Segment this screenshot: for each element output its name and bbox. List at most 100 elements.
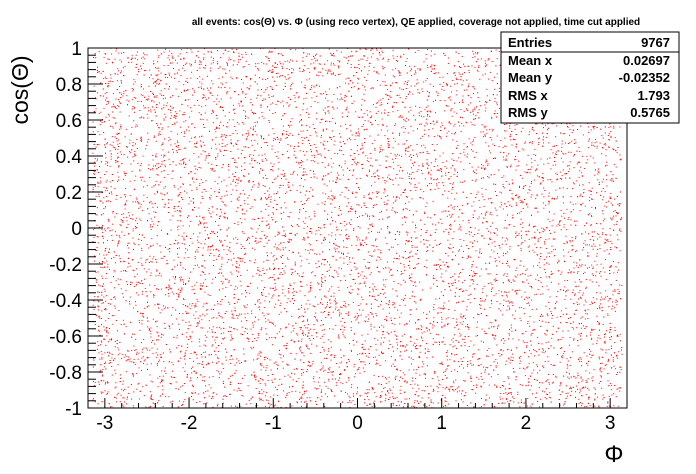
data-point — [194, 370, 196, 372]
data-point — [463, 290, 465, 292]
data-point — [183, 84, 185, 86]
data-point — [408, 111, 410, 113]
data-point — [259, 383, 261, 385]
data-point — [594, 399, 596, 401]
data-point — [146, 185, 148, 187]
data-point — [177, 248, 178, 249]
data-point — [366, 389, 368, 390]
data-point — [337, 229, 339, 231]
data-point — [512, 279, 514, 281]
data-point — [610, 192, 612, 194]
data-point — [470, 97, 472, 99]
data-point — [265, 98, 267, 100]
data-point — [244, 313, 246, 315]
data-point — [102, 224, 103, 226]
data-point — [228, 165, 229, 167]
data-point — [129, 358, 131, 360]
data-point — [462, 181, 463, 183]
data-point — [263, 117, 265, 119]
data-point — [261, 365, 263, 367]
data-point — [118, 240, 120, 242]
data-point — [585, 231, 587, 233]
data-point — [412, 405, 414, 407]
data-point — [280, 102, 282, 104]
data-point — [168, 289, 169, 291]
data-point — [396, 369, 398, 371]
data-point — [430, 177, 432, 179]
data-point — [197, 322, 199, 324]
data-point — [132, 374, 134, 376]
data-point — [439, 384, 441, 386]
data-point — [252, 134, 254, 136]
data-point — [146, 363, 148, 365]
data-point — [152, 206, 154, 208]
data-point — [178, 293, 180, 295]
data-point — [561, 175, 563, 177]
data-point — [116, 48, 117, 50]
data-point — [332, 180, 334, 182]
data-point — [374, 392, 376, 394]
data-point — [506, 294, 507, 296]
data-point — [363, 195, 365, 197]
data-point — [351, 321, 352, 323]
data-point — [584, 318, 586, 320]
data-point — [329, 88, 331, 90]
data-point — [340, 280, 342, 282]
data-point — [224, 213, 226, 215]
data-point — [618, 203, 620, 205]
data-point — [153, 137, 155, 138]
data-point — [251, 348, 253, 350]
data-point — [243, 213, 245, 215]
data-point — [544, 229, 545, 231]
data-point — [137, 358, 139, 360]
data-point — [290, 339, 292, 341]
data-point — [445, 172, 447, 174]
data-point — [371, 198, 373, 200]
data-point — [321, 280, 322, 282]
data-point — [296, 368, 297, 370]
data-point — [486, 228, 488, 230]
data-point — [449, 289, 451, 291]
data-point — [219, 215, 221, 217]
data-point — [364, 348, 366, 350]
data-point — [222, 244, 224, 246]
data-point — [103, 208, 105, 209]
data-point — [272, 263, 274, 265]
data-point — [333, 144, 335, 146]
data-point — [245, 96, 247, 98]
data-point — [549, 296, 551, 298]
data-point — [363, 151, 365, 153]
data-point — [246, 304, 248, 306]
data-point — [534, 225, 536, 227]
data-point — [450, 223, 451, 225]
data-point — [528, 189, 530, 191]
data-point — [480, 253, 482, 254]
data-point — [419, 351, 421, 353]
data-point — [138, 244, 140, 246]
data-point — [539, 258, 541, 260]
data-point — [256, 97, 258, 99]
data-point — [364, 142, 366, 143]
data-point — [272, 170, 274, 172]
data-point — [239, 362, 241, 364]
data-point — [150, 275, 152, 277]
data-point — [433, 317, 435, 319]
data-point — [564, 142, 566, 144]
data-point — [450, 248, 452, 250]
data-point — [392, 184, 394, 186]
data-point — [313, 67, 315, 69]
data-point — [236, 77, 238, 78]
data-point — [350, 206, 352, 208]
data-point — [558, 222, 560, 224]
data-point — [315, 132, 317, 134]
data-point — [241, 165, 243, 167]
data-point — [386, 243, 388, 245]
data-point — [605, 290, 607, 292]
data-point — [246, 136, 248, 138]
data-point — [167, 173, 169, 175]
data-point — [373, 326, 375, 328]
data-point — [96, 236, 98, 238]
data-point — [343, 335, 345, 337]
data-point — [390, 389, 391, 391]
data-point — [528, 245, 530, 247]
